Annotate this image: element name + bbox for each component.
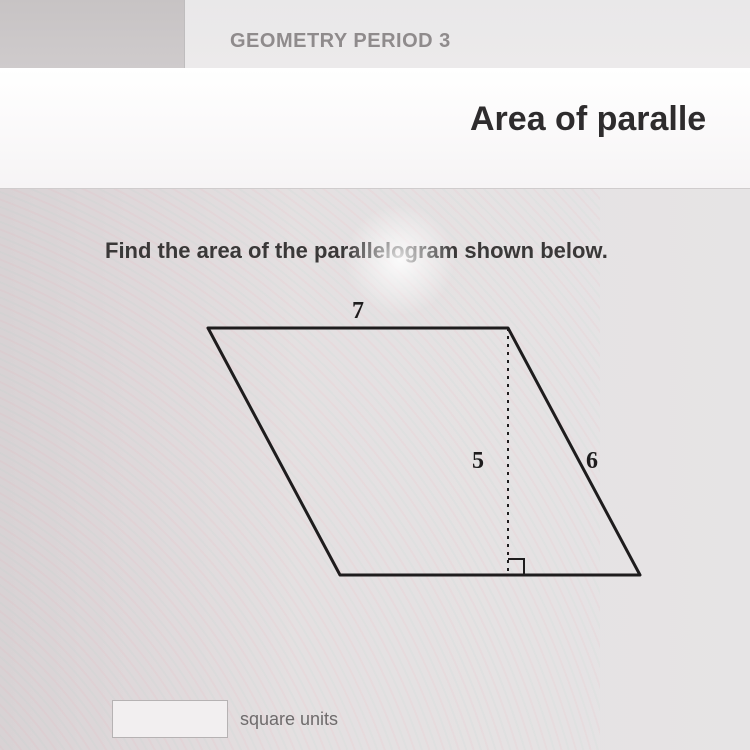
answer-row: square units <box>112 700 338 738</box>
title-divider <box>0 188 750 189</box>
screen: GEOMETRY PERIOD 3 Area of paralle Find t… <box>0 0 750 750</box>
parallelogram <box>208 328 640 575</box>
answer-input[interactable] <box>112 700 228 738</box>
answer-units-label: square units <box>240 709 338 730</box>
right-angle-marker <box>508 559 524 575</box>
course-label: GEOMETRY PERIOD 3 <box>230 30 451 53</box>
label-height: 5 <box>472 448 484 474</box>
label-base: 7 <box>352 298 364 324</box>
page-title: Area of paralle <box>470 100 706 139</box>
figure-svg: 7 5 6 <box>100 290 660 620</box>
label-side: 6 <box>586 448 598 474</box>
question-prompt: Find the area of the parallelogram shown… <box>105 238 608 264</box>
parallelogram-figure: 7 5 6 <box>100 290 660 620</box>
